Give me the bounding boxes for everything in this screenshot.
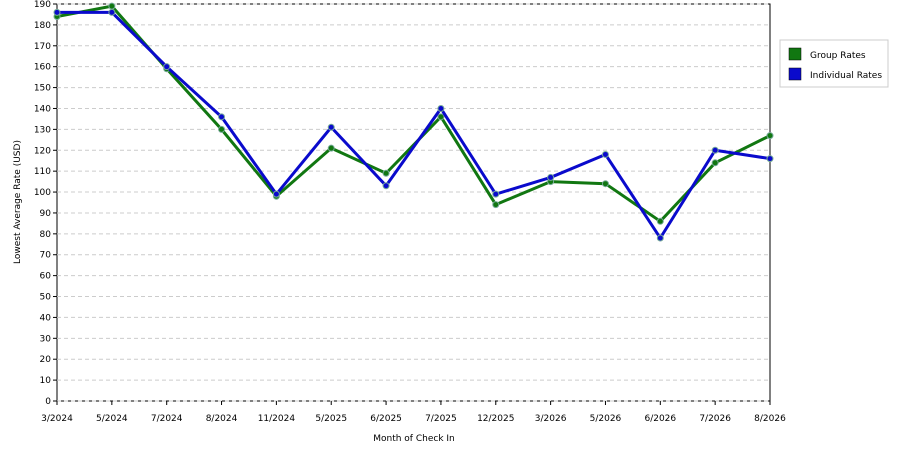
x-tick-label: 8/2024 — [206, 414, 238, 424]
plot-area — [56, 3, 771, 402]
x-tick-label: 7/2025 — [425, 414, 457, 424]
data-point — [656, 234, 664, 242]
data-point — [766, 132, 774, 140]
data-point — [601, 180, 609, 188]
y-tick-label: 160 — [34, 63, 51, 73]
data-point — [382, 182, 390, 190]
data-point — [437, 113, 445, 121]
data-point — [218, 125, 226, 133]
data-point — [437, 104, 445, 112]
y-tick-label: 30 — [40, 334, 52, 344]
data-point — [53, 8, 61, 16]
data-point — [108, 8, 116, 16]
data-point — [601, 150, 609, 158]
y-tick-label: 100 — [34, 188, 51, 198]
y-tick-label: 140 — [34, 104, 51, 114]
data-point — [272, 190, 280, 198]
data-point — [327, 123, 335, 131]
y-tick-label: 170 — [34, 42, 51, 52]
y-tick-label: 180 — [34, 21, 51, 31]
x-axis-label: Month of Check In — [373, 434, 455, 444]
x-tick-label: 8/2026 — [754, 414, 786, 424]
y-tick-label: 90 — [40, 209, 52, 219]
data-point — [327, 144, 335, 152]
legend-swatch — [788, 47, 802, 61]
series-line — [57, 10, 771, 241]
data-point — [492, 201, 500, 209]
x-tick-label: 5/2025 — [315, 414, 347, 424]
x-tick-label: 7/2026 — [699, 414, 731, 424]
x-tick-label: 3/2026 — [535, 414, 567, 424]
x-tick-label: 3/2024 — [41, 414, 73, 424]
y-tick-label: 150 — [34, 84, 51, 94]
data-point — [108, 2, 116, 10]
legend-label: Group Rates — [810, 51, 866, 61]
data-point — [547, 173, 555, 181]
y-tick-label: 120 — [34, 146, 51, 156]
data-point — [711, 146, 719, 154]
data-point — [711, 159, 719, 167]
y-tick-label: 10 — [40, 376, 52, 386]
x-tick-label: 5/2024 — [96, 414, 128, 424]
data-point — [492, 190, 500, 198]
legend-label: Individual Rates — [810, 71, 882, 81]
data-point — [766, 155, 774, 163]
data-point — [163, 63, 171, 71]
y-tick-label: 80 — [40, 230, 52, 240]
y-axis-label: Lowest Average Rate (USD) — [13, 140, 23, 264]
data-point — [656, 217, 664, 225]
y-tick-label: 70 — [40, 251, 52, 261]
y-tick-label: 110 — [34, 167, 51, 177]
data-point — [218, 113, 226, 121]
x-tick-label: 6/2026 — [644, 414, 676, 424]
data-point — [382, 169, 390, 177]
y-tick-label: 40 — [40, 313, 52, 323]
legend-swatch — [788, 67, 802, 81]
x-tick-label: 5/2026 — [590, 414, 622, 424]
y-tick-label: 20 — [40, 355, 52, 365]
y-tick-label: 0 — [45, 397, 51, 407]
y-tick-label: 60 — [40, 272, 52, 282]
x-tick-label: 7/2024 — [151, 414, 183, 424]
y-tick-label: 130 — [34, 125, 51, 135]
x-tick-label: 6/2025 — [370, 414, 402, 424]
y-tick-label: 190 — [34, 0, 51, 10]
x-tick-label: 11/2024 — [258, 414, 296, 424]
x-tick-label: 12/2025 — [477, 414, 514, 424]
y-tick-label: 50 — [40, 293, 52, 303]
